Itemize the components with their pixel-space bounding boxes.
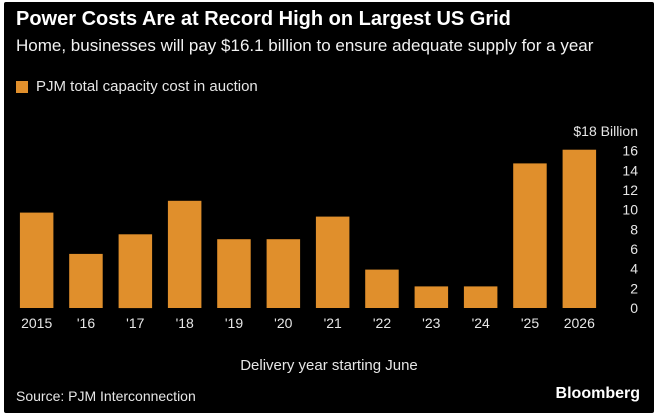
bar-8 xyxy=(414,286,449,308)
y-tick-label: 4 xyxy=(630,261,638,277)
y-tick-label: 16 xyxy=(622,143,638,159)
bar-chart: 2015 '16 '17 '18 '19 '20 '21 '22 '23 '24 '25 2026 0 2… xyxy=(19,123,638,331)
bar-5 xyxy=(266,239,301,308)
legend: PJM total capacity cost in auction xyxy=(16,78,258,95)
y-tick-label: 6 xyxy=(630,241,638,257)
bloomberg-logo: Bloomberg xyxy=(555,385,640,402)
y-tick-label: 14 xyxy=(622,162,638,178)
bar-11 xyxy=(562,149,597,308)
x-tick-label: '17 xyxy=(126,315,144,331)
x-tick-label: 2026 xyxy=(564,315,595,331)
x-tick-label: '20 xyxy=(274,315,292,331)
bar-10 xyxy=(513,163,547,308)
x-tick-label: '24 xyxy=(472,315,490,331)
x-tick-label: 2015 xyxy=(21,315,52,331)
x-tick-label: '22 xyxy=(373,315,391,331)
y-tick-label: 12 xyxy=(622,182,638,198)
chart-title: Power Costs Are at Record High on Larges… xyxy=(16,8,511,30)
y-tick-label: 2 xyxy=(630,280,638,296)
bar-0 xyxy=(19,212,54,308)
x-axis-label: Delivery year starting June xyxy=(240,357,418,374)
x-tick-label: '23 xyxy=(422,315,440,331)
legend-swatch xyxy=(16,80,28,93)
chart-subtitle: Home, businesses will pay $16.1 billion … xyxy=(16,36,594,55)
bar-7 xyxy=(365,269,399,308)
x-tick-label: '19 xyxy=(225,315,243,331)
bar-4 xyxy=(217,239,251,308)
x-tick-label: '21 xyxy=(324,315,342,331)
source-note: Source: PJM Interconnection xyxy=(16,388,196,404)
x-tick-label: '25 xyxy=(521,315,539,331)
x-tick-label: '16 xyxy=(77,315,95,331)
bar-9 xyxy=(463,286,498,308)
x-tick-label: '18 xyxy=(176,315,194,331)
chart-frame: Power Costs Are at Record High on Larges… xyxy=(4,2,654,413)
bar-6 xyxy=(315,216,350,308)
y-tick-label: 8 xyxy=(630,221,638,237)
y-tick-label: 10 xyxy=(622,202,638,218)
legend-label: PJM total capacity cost in auction xyxy=(36,78,258,95)
bar-2 xyxy=(118,234,153,309)
y-tick-label: $18 Billion xyxy=(573,123,638,139)
y-tick-label: 0 xyxy=(630,300,638,316)
bar-3 xyxy=(167,200,202,308)
bar-1 xyxy=(69,253,103,308)
